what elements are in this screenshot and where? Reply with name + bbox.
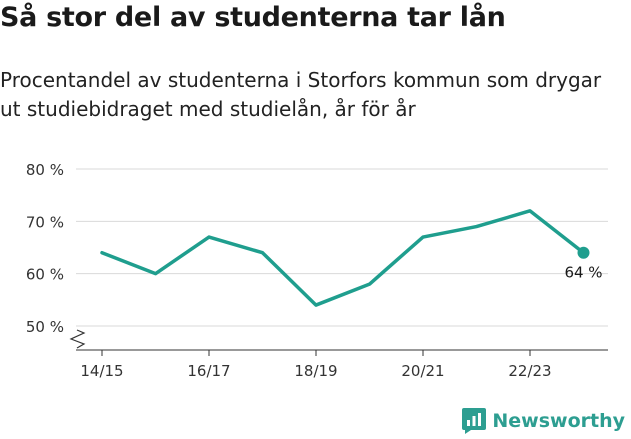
last-value-label: 64 % — [564, 264, 602, 282]
x-tick-label: 22/23 — [508, 362, 551, 380]
y-tick-label: 80 % — [26, 161, 64, 179]
newsworthy-logo: Newsworthy — [462, 408, 625, 434]
y-tick-label: 60 % — [26, 266, 64, 284]
x-tick-label: 18/19 — [294, 362, 337, 380]
x-tick-label: 20/21 — [401, 362, 444, 380]
chart-subtitle: Procentandel av studenterna i Storfors k… — [0, 68, 602, 121]
newsworthy-icon — [462, 408, 487, 434]
axis-break-icon — [69, 329, 86, 349]
x-tick-label: 14/15 — [80, 362, 123, 380]
brand-name: Newsworthy — [492, 410, 625, 432]
series-line — [100, 209, 586, 307]
y-tick-label: 70 % — [26, 213, 64, 231]
chart-title: Så stor del av studenterna tar lån — [0, 2, 506, 33]
y-tick-label: 50 % — [26, 318, 64, 336]
last-point-marker — [577, 246, 590, 259]
x-tick-label: 16/17 — [187, 362, 230, 380]
